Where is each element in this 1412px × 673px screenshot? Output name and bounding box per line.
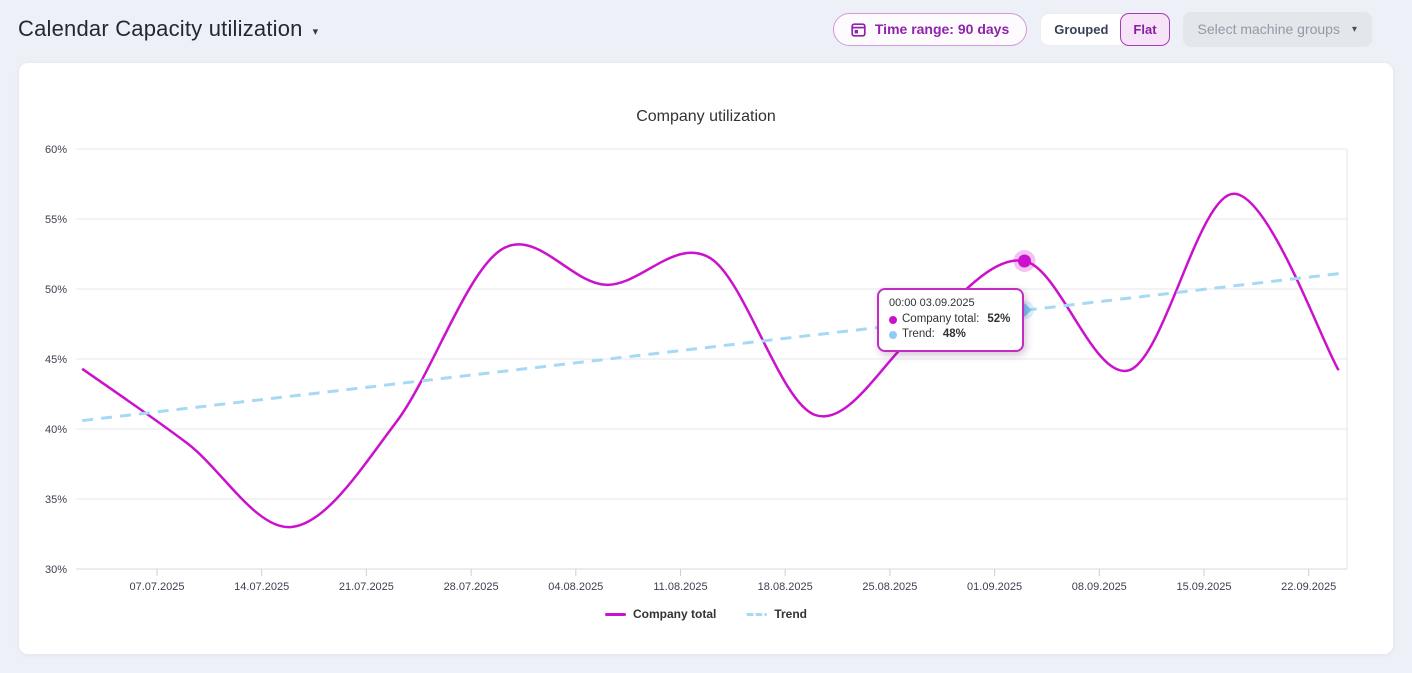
legend-company-label: Company total: [632, 607, 717, 621]
tooltip-company-value: 52%: [987, 313, 1011, 325]
y-tick-label: 40%: [45, 424, 67, 436]
page-title: Calendar Capacity utilization: [18, 16, 303, 41]
y-tick-label: 55%: [45, 214, 67, 226]
chart-legend: Company total Trend: [19, 607, 1393, 621]
x-tick-label: 28.07.2025: [444, 581, 499, 593]
time-range-button[interactable]: Time range: 90 days: [832, 12, 1028, 46]
y-tick-label: 60%: [45, 144, 67, 156]
company-point-marker[interactable]: [1018, 254, 1032, 268]
machine-groups-select[interactable]: Select machine groups ▾: [1182, 11, 1372, 47]
calendar-icon: [851, 22, 866, 37]
x-tick-label: 25.08.2025: [862, 581, 917, 593]
trend-line-icon: [746, 612, 768, 616]
x-tick-label: 14.07.2025: [234, 581, 289, 593]
y-tick-label: 35%: [45, 494, 67, 506]
machine-groups-label: Select machine groups: [1197, 21, 1340, 37]
chevron-down-icon: ▾: [1351, 23, 1357, 35]
x-tick-label: 15.09.2025: [1176, 581, 1231, 593]
x-tick-label: 04.08.2025: [548, 581, 603, 593]
x-tick-label: 22.09.2025: [1281, 581, 1336, 593]
tooltip-company-label: Company total:: [902, 313, 980, 325]
topbar: Calendar Capacity utilization ▾ Time ran…: [0, 0, 1412, 58]
chart-title: Company utilization: [636, 108, 776, 125]
tooltip-trend-label: Trend:: [902, 328, 935, 340]
toggle-option-grouped[interactable]: Grouped: [1041, 14, 1121, 45]
grouped-flat-toggle: Grouped Flat: [1040, 12, 1170, 46]
company-line-icon: [604, 612, 626, 616]
tooltip-trend-value: 48%: [942, 328, 966, 340]
x-tick-label: 07.07.2025: [129, 581, 184, 593]
x-tick-label: 18.08.2025: [758, 581, 813, 593]
trend-bullet-icon: [889, 330, 897, 339]
legend-item-trend[interactable]: Trend: [746, 607, 807, 621]
title-wrap: Calendar Capacity utilization ▾: [18, 16, 318, 42]
plot-svg[interactable]: 30% 35% 40% 45% 50% 55% 60% 07.07.2025 14.07.202…: [19, 63, 1395, 656]
tooltip-row-company: Company total: 52%: [889, 312, 1010, 327]
x-tick-label: 21.07.2025: [339, 581, 394, 593]
y-tick-label: 50%: [45, 284, 67, 296]
chart-card: Company utilization 30% 35% 40% 45% 50% 55% 60…: [18, 62, 1394, 655]
y-tick-label: 45%: [45, 354, 67, 366]
series-line-company-total: [81, 192, 1340, 529]
x-tick-label: 08.09.2025: [1072, 581, 1127, 593]
chart-tooltip: 00:00 03.09.2025 Company total: 52% Tren…: [877, 288, 1025, 352]
legend-trend-label: Trend: [774, 607, 807, 621]
x-tick-label: 11.08.2025: [653, 581, 707, 593]
header-controls: Time range: 90 days Grouped Flat Select …: [832, 11, 1372, 47]
legend-item-company-total[interactable]: Company total: [604, 607, 717, 621]
y-tick-label: 30%: [45, 564, 67, 576]
x-tick-label: 01.09.2025: [967, 581, 1022, 593]
toggle-option-flat[interactable]: Flat: [1120, 12, 1170, 46]
series-line-trend: [82, 272, 1339, 423]
tooltip-row-trend: Trend: 48%: [889, 327, 1010, 342]
title-dropdown-caret-icon[interactable]: ▾: [312, 25, 319, 38]
tooltip-title: 00:00 03.09.2025: [889, 297, 975, 309]
time-range-label: Time range: 90 days: [874, 21, 1010, 37]
company-bullet-icon: [889, 315, 897, 324]
